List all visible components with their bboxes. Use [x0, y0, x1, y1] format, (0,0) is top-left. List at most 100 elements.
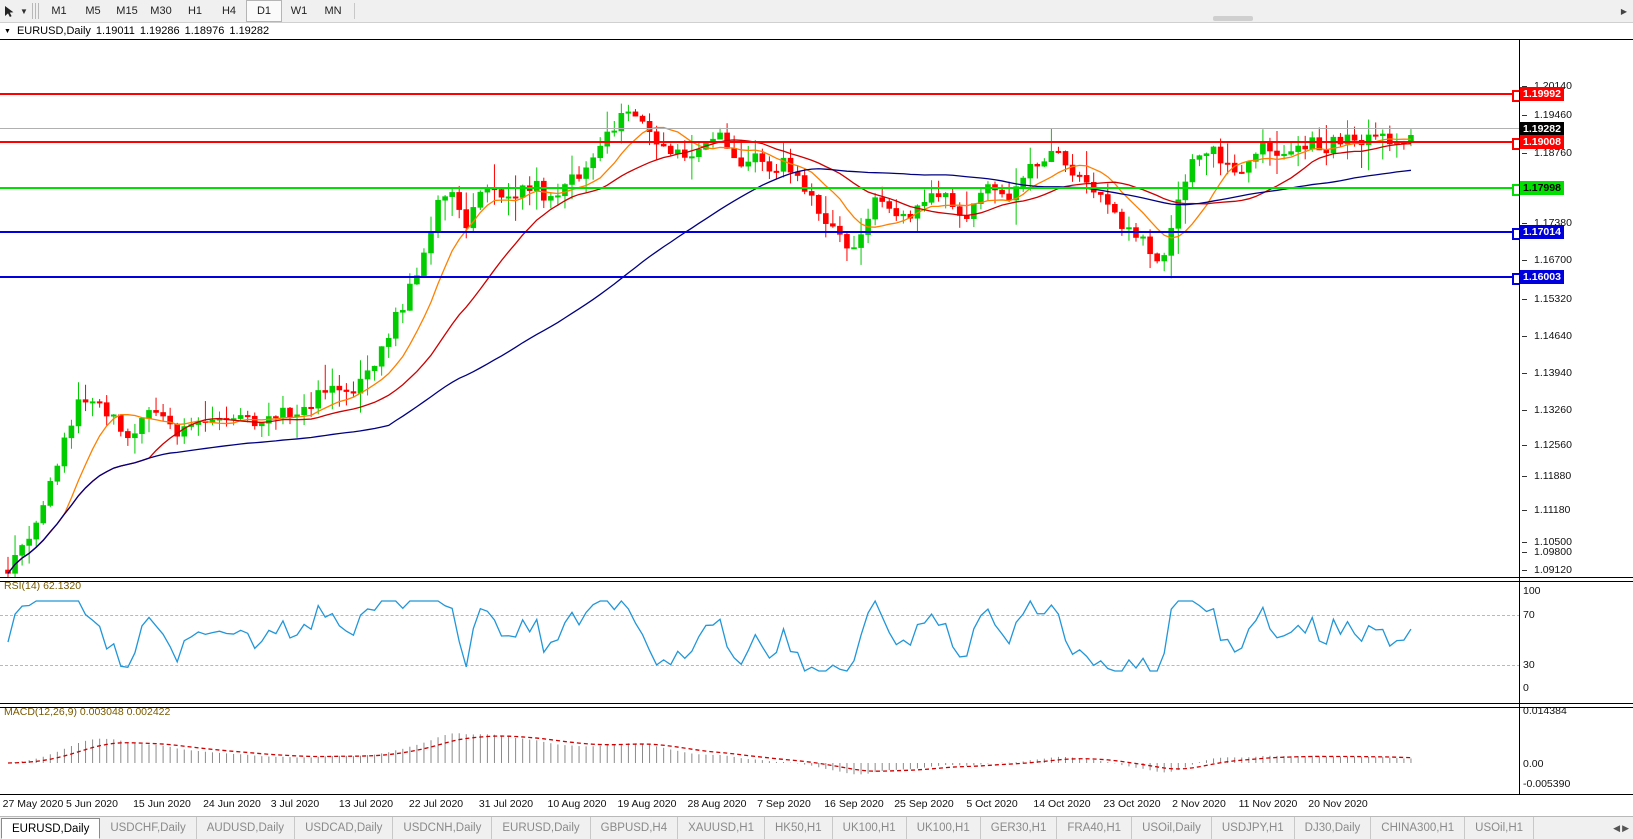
date-label: 23 Oct 2020	[1103, 798, 1161, 810]
price-tick	[1522, 86, 1527, 87]
chart-tab-uk100-h1[interactable]: UK100,H1	[907, 817, 981, 839]
price-tick	[1522, 445, 1527, 446]
price-tick	[1522, 476, 1527, 477]
price-tick	[1522, 552, 1527, 553]
level-drag-handle[interactable]	[1512, 184, 1520, 196]
tab-scroll-left-icon[interactable]: ◀	[1613, 822, 1621, 833]
timeframe-d1[interactable]: D1	[246, 0, 282, 22]
chart-tab-usdcad-daily[interactable]: USDCAD,Daily	[295, 817, 394, 839]
date-label: 24 Jun 2020	[203, 798, 261, 810]
timeframe-h1[interactable]: H1	[187, 5, 203, 17]
scroll-right-button[interactable]: ▶	[1615, 0, 1633, 22]
level-drag-handle[interactable]	[1512, 228, 1520, 240]
level-line-resistance-lower[interactable]	[0, 138, 1520, 150]
rsi-pane[interactable]: RSI(14) 62.1320 100 70 30 0	[0, 577, 1633, 703]
timeframe-m30[interactable]: M30	[150, 5, 172, 17]
level-line-support-upper[interactable]	[0, 228, 1520, 240]
chart-tab-gbpusd-h4[interactable]: GBPUSD,H4	[591, 817, 679, 839]
date-label: 19 Aug 2020	[617, 798, 677, 810]
price-chip-support-lower[interactable]: 1.16003	[1520, 270, 1564, 284]
macd-label-max: 0.014384	[1523, 705, 1567, 717]
chart-tab-china300-h1[interactable]: CHINA300,H1	[1371, 817, 1466, 839]
level-drag-handle[interactable]	[1512, 138, 1520, 150]
price-axis-label: 1.14640	[1534, 330, 1572, 342]
price-tick	[1522, 260, 1527, 261]
chart-tab-fra40-h1[interactable]: FRA40,H1	[1057, 817, 1133, 839]
tab-scroll-controls[interactable]: ◀ ▶	[1609, 817, 1633, 839]
timeframe-h4[interactable]: H4	[221, 5, 237, 17]
chart-tab-usdcnh-daily[interactable]: USDCNH,Daily	[393, 817, 493, 839]
chart-tab-uk100-h1[interactable]: UK100,H1	[833, 817, 907, 839]
price-chip-resistance-lower[interactable]: 1.19008	[1520, 135, 1564, 149]
rsi-level-70	[0, 615, 1520, 616]
horizontal-scroll-thumb[interactable]	[1213, 16, 1253, 21]
chevron-down-icon[interactable]: ▼	[20, 6, 28, 16]
date-label: 5 Oct 2020	[966, 798, 1018, 810]
chart-window: ▼ EURUSD,Daily 1.19011 1.19286 1.18976 1…	[0, 23, 1633, 817]
level-line-pivot[interactable]	[0, 184, 1520, 196]
chart-tab-usoil-h1[interactable]: USOil,H1	[1465, 817, 1535, 839]
price-tick	[1522, 410, 1527, 411]
price-tick	[1522, 223, 1527, 224]
level-line-resistance-upper[interactable]	[0, 90, 1520, 102]
macd-label-zero: 0.00	[1523, 758, 1544, 770]
ohlc-high: 1.19286	[139, 25, 180, 37]
timeframe-mn[interactable]: MN	[324, 5, 342, 17]
price-chip-resistance-upper[interactable]: 1.19992	[1520, 87, 1564, 101]
chart-tab-eurusd-daily[interactable]: EURUSD,Daily	[492, 817, 591, 839]
chart-tab-usoil-daily[interactable]: USOil,Daily	[1132, 817, 1212, 839]
price-axis-label: 1.11880	[1534, 470, 1572, 482]
top-toolbar: ▼ M1 M5 M15 M30 H1 H4 D1 W1 MN ▶	[0, 0, 1633, 23]
timeframe-group: M1 M5 M15 M30 H1 H4 D1 W1 MN	[42, 0, 350, 22]
date-label: 31 Jul 2020	[478, 798, 534, 810]
macd-axis: 0.014384 0.00 -0.005390	[1519, 703, 1633, 795]
price-tick	[1522, 510, 1527, 511]
timeframe-m1[interactable]: M1	[51, 5, 67, 17]
chart-tab-ger30-h1[interactable]: GER30,H1	[981, 817, 1058, 839]
triangle-down-icon[interactable]: ▼	[4, 27, 11, 35]
price-axis-label: 1.12560	[1534, 439, 1572, 451]
price-chip-pivot[interactable]: 1.17998	[1520, 181, 1564, 195]
macd-label-min: -0.005390	[1523, 778, 1571, 790]
price-axis-label: 1.11180	[1534, 504, 1571, 516]
timeframe-w1[interactable]: W1	[290, 5, 308, 17]
price-tick	[1522, 336, 1527, 337]
chart-tab-eurusd-daily[interactable]: EURUSD,Daily	[1, 818, 101, 839]
chart-tab-hk50-h1[interactable]: HK50,H1	[765, 817, 833, 839]
level-drag-handle[interactable]	[1512, 90, 1520, 102]
chart-tab-xauusd-h1[interactable]: XAUUSD,H1	[678, 817, 765, 839]
date-label: 7 Sep 2020	[757, 798, 811, 810]
price-axis-label: 1.13940	[1534, 367, 1572, 379]
chart-tab-audusd-daily[interactable]: AUDUSD,Daily	[197, 817, 296, 839]
date-label: 20 Nov 2020	[1308, 798, 1368, 810]
chart-tab-dj30-daily[interactable]: DJ30,Daily	[1295, 817, 1372, 839]
price-chip-support-upper[interactable]: 1.17014	[1520, 225, 1564, 239]
rsi-line-svg	[7, 599, 1412, 672]
timeframe-m15[interactable]: M15	[116, 5, 138, 17]
price-axis-label: 1.10500	[1534, 536, 1572, 548]
price-chip-last-price[interactable]: 1.19282	[1520, 122, 1564, 136]
price-axis-label: 1.16700	[1534, 254, 1572, 266]
price-tick	[1522, 542, 1527, 543]
chart-tab-usdchf-daily[interactable]: USDCHF,Daily	[100, 817, 197, 839]
chart-symbol-label: EURUSD,Daily	[16, 25, 91, 37]
macd-pane[interactable]: MACD(12,26,9) 0.003048 0.002422 0.014384…	[0, 703, 1633, 795]
rsi-label-30: 30	[1523, 659, 1535, 671]
tab-scroll-right-icon[interactable]: ▶	[1622, 822, 1629, 833]
price-tick	[1522, 570, 1527, 571]
toolbar-grip[interactable]	[32, 3, 39, 19]
chart-tab-usdjpy-h1[interactable]: USDJPY,H1	[1212, 817, 1295, 839]
level-drag-handle[interactable]	[1512, 273, 1520, 285]
price-axis-label: 1.18760	[1534, 147, 1572, 159]
rsi-label-100: 100	[1523, 585, 1541, 597]
macd-title: MACD(12,26,9) 0.003048 0.002422	[4, 706, 171, 718]
rsi-label-70: 70	[1523, 609, 1535, 621]
date-axis[interactable]: 27 May 2020 5 Jun 2020 15 Jun 2020 24 Jun 2…	[0, 794, 1633, 817]
level-line-support-lower[interactable]	[0, 273, 1520, 285]
cursor-arrow-icon[interactable]	[0, 1, 18, 21]
ohlc-close: 1.19282	[229, 25, 270, 37]
price-axis-label: 1.15320	[1534, 293, 1572, 305]
timeframe-m5[interactable]: M5	[85, 5, 101, 17]
price-plot-area[interactable]	[0, 40, 1520, 817]
last-price-line	[0, 128, 1520, 129]
